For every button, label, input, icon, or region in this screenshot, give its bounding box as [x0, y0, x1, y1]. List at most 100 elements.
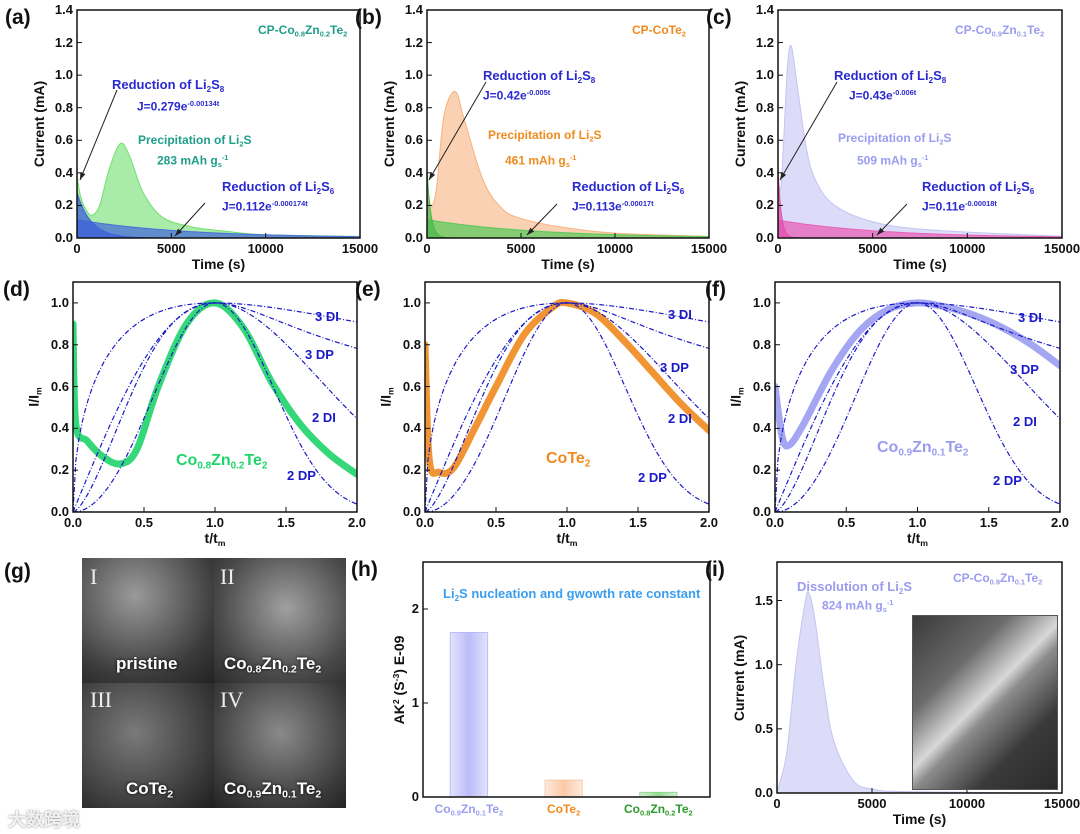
annotation: 3 DP [305, 347, 334, 362]
annotation: 509 mAh gs-1 [857, 153, 929, 170]
panel-letter-f: (f) [705, 278, 726, 301]
annotation: J=0.11e-0.00018t [922, 199, 997, 214]
annotation: CP-Co0.8Zn0.2Te2 [258, 23, 348, 39]
annotation: J=0.43e-0.006t [849, 88, 917, 103]
y-tick-label: 0.8 [404, 99, 423, 115]
annotation: 283 mAh gs-1 [157, 153, 229, 170]
arrow-head [527, 227, 535, 235]
y-axis-label: I/Im [377, 387, 396, 407]
sem-image-pristine: I pristine [82, 558, 214, 683]
y-tick-label: 0.0 [402, 504, 421, 519]
y-tick-label: 0.5 [754, 720, 773, 736]
annotation: Li2S nucleation and gwowth rate constant [443, 586, 701, 603]
annotation: 3 DP [1010, 362, 1039, 377]
y-tick-label: 0.0 [755, 230, 774, 245]
x-axis-label: Time (s) [893, 256, 947, 272]
y-tick-label: 0.2 [50, 462, 69, 478]
annotation: Co0.9Zn0.1Te2 [877, 439, 969, 459]
x-tick-label: 0.0 [415, 515, 435, 530]
annotation: J=0.42e-0.005t [483, 88, 551, 103]
annotation: Precipitation of Li2S [838, 131, 952, 147]
y-tick-label: 0.2 [404, 197, 423, 213]
sem-label: Co0.8Zn0.2Te2 [224, 654, 322, 676]
x-axis-label: Time (s) [541, 256, 595, 272]
series-line [425, 298, 709, 477]
y-tick-label: 0.2 [54, 197, 73, 213]
chart-panel-i [776, 561, 1063, 794]
annotation: 2 DI [312, 410, 336, 425]
y-axis-label: I/Im [25, 387, 44, 407]
category-label: Co0.9Zn0.1Te2 [434, 802, 504, 818]
annotation: 824 mAh gs-1 [822, 598, 894, 615]
annotation: Reduction of Li2S8 [834, 68, 947, 85]
annotation: Dissolution of Li2S [797, 579, 912, 596]
y-tick-label: 0.0 [754, 785, 773, 800]
plot-frame [776, 561, 1063, 794]
annotation: CP-Co0.9Zn0.1Te2 [953, 571, 1043, 587]
category-label: Co0.8Zn0.2Te2 [624, 802, 693, 818]
x-axis-label: t/tm [907, 530, 928, 549]
y-tick-label: 1.0 [752, 294, 771, 310]
x-tick-label: 5000 [857, 796, 887, 811]
sem-grid: I pristine II Co0.8Zn0.2Te2 III CoTe2 IV… [82, 558, 346, 808]
annotation: Precipitation of Li2S [488, 128, 602, 144]
y-tick-label: 0.0 [752, 504, 771, 519]
x-tick-label: 10000 [949, 241, 986, 256]
x-tick-label: 0.5 [486, 515, 506, 530]
y-tick-label: 0.8 [755, 99, 774, 115]
y-tick-label: 0 [411, 789, 419, 804]
x-tick-label: 0.5 [837, 515, 856, 530]
series-line [775, 299, 1060, 450]
y-tick-label: 0.6 [50, 378, 69, 394]
annotation: 2 DP [638, 470, 667, 485]
y-tick-label: 2 [411, 601, 419, 616]
y-tick-label: 0.6 [755, 132, 774, 148]
y-tick-label: 0.2 [752, 462, 771, 478]
annotation: 3 DI [668, 307, 692, 322]
chart-panel-b [426, 9, 710, 239]
series-area [778, 44, 1062, 238]
x-tick-label: 5000 [506, 241, 536, 256]
sem-label: Co0.9Zn0.1Te2 [224, 779, 322, 801]
x-tick-label: 1.5 [979, 515, 998, 530]
annotation: 2 DP [287, 468, 316, 483]
arrow-head [429, 172, 436, 180]
annotation: 3 DP [660, 360, 689, 375]
y-tick-label: 0.4 [50, 420, 69, 436]
annotation: J=0.112e-0.000174t [222, 199, 308, 214]
y-tick-label: 0.0 [50, 504, 69, 519]
annotation: CP-CoTe2 [632, 23, 686, 39]
model-curve-2dp [425, 302, 709, 512]
y-tick-label: 0.4 [402, 420, 421, 436]
plot-frame [422, 561, 711, 798]
y-tick-label: 0.8 [54, 99, 73, 115]
y-tick-label: 1.2 [755, 34, 774, 50]
annotation: CP-Co0.9Zn0.1Te2 [955, 23, 1045, 39]
sem-image-co09zn01te2: IV Co0.9Zn0.1Te2 [214, 683, 346, 808]
series-area [778, 219, 1062, 238]
annotation: J=0.279e-0.00134t [137, 99, 220, 114]
y-tick-label: 0.2 [755, 197, 774, 213]
y-tick-label: 0.4 [404, 164, 423, 180]
y-tick-label: 1.2 [54, 34, 73, 50]
x-tick-label: 2.0 [699, 515, 719, 530]
sem-inset-image [912, 615, 1058, 790]
series-area [777, 591, 1062, 793]
annotation: 3 DI [1018, 310, 1042, 325]
y-tick-label: 0.6 [402, 378, 421, 394]
arrow [79, 89, 118, 181]
x-tick-label: 2.0 [347, 515, 367, 530]
annotation: Reduction of Li2S6 [572, 179, 685, 196]
y-tick-label: 1.0 [404, 67, 423, 83]
panel-letter-g: (g) [4, 560, 31, 583]
chart-panel-a [76, 9, 361, 239]
panel-letter-h: (h) [351, 558, 378, 581]
y-tick-label: 1.0 [50, 294, 69, 310]
x-tick-label: 15000 [690, 241, 728, 256]
x-tick-label: 5000 [858, 241, 888, 256]
y-tick-label: 1.2 [404, 34, 423, 50]
y-tick-label: 1.0 [54, 67, 73, 83]
x-tick-label: 0 [423, 241, 431, 256]
